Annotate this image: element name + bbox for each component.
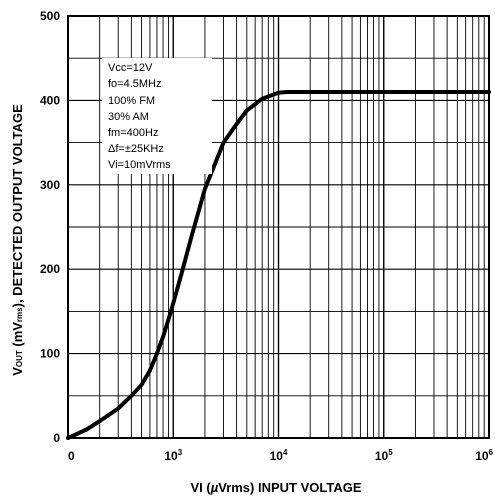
x-tick-label: 106 xyxy=(475,448,493,463)
y-tick-label: 200 xyxy=(40,262,60,276)
y-tick-label: 100 xyxy=(40,347,60,361)
x-axis-title-main: VI ( xyxy=(191,480,212,495)
y-axis-title-end: ), DETECTED OUTPUT VOLTAGE xyxy=(10,104,25,308)
plot-frame xyxy=(67,15,490,439)
annotation-background xyxy=(102,58,212,174)
annotation-fm-freq: fm=400Hz xyxy=(108,127,158,139)
x-tick-label-base: 10 xyxy=(270,449,284,463)
x-tick-label-base: 10 xyxy=(164,449,178,463)
x-tick-label-base: 10 xyxy=(475,449,489,463)
y-axis-title-sub-rms: rms xyxy=(15,307,24,322)
annotation-vcc: Vcc=12V xyxy=(108,62,153,74)
annotation-am-percent: 30% AM xyxy=(108,111,149,123)
x-tick-label-exponent: 5 xyxy=(388,448,393,457)
y-axis-title-sub-out: OUT xyxy=(15,350,24,367)
annotation-fm-percent: 100% FM xyxy=(108,95,155,107)
x-tick-label-exponent: 3 xyxy=(178,448,183,457)
y-tick-label: 400 xyxy=(40,93,60,107)
x-axis-title-mu: µ xyxy=(210,480,219,495)
x-tick-label: 103 xyxy=(164,448,182,463)
x-tick-label: 104 xyxy=(270,448,288,463)
y-tick-labels: 0 100 200 300 400 500 xyxy=(40,9,60,445)
y-tick-label: 300 xyxy=(40,178,60,192)
x-tick-label-base: 0 xyxy=(68,449,75,463)
y-axis-title-mid: (mV xyxy=(10,322,25,351)
y-axis-title-v: V xyxy=(10,367,25,376)
x-tick-label-exponent: 4 xyxy=(283,448,288,457)
annotation-deviation: Δf=±25KHz xyxy=(108,143,164,155)
x-axis-title: VI (µVrms) INPUT VOLTAGE xyxy=(191,480,362,495)
x-tick-label: 105 xyxy=(375,448,393,463)
y-axis-title: VOUT (mVrms), DETECTED OUTPUT VOLTAGE xyxy=(10,104,25,376)
y-tick-label: 500 xyxy=(40,9,60,23)
annotation-vi: Vi=10mVrms xyxy=(108,159,171,171)
x-tick-label-base: 10 xyxy=(375,449,389,463)
annotation-fo: fo=4.5MHz xyxy=(108,78,162,90)
x-axis-title-rest: Vrms) INPUT VOLTAGE xyxy=(218,480,362,495)
x-tick-label: 0 xyxy=(68,449,75,463)
x-tick-label-exponent: 6 xyxy=(489,448,494,457)
x-tick-labels: 0 103 104 105 106 xyxy=(68,448,494,463)
y-tick-label: 0 xyxy=(53,431,60,445)
series-line xyxy=(66,90,491,440)
annotation-box: Vcc=12V fo=4.5MHz 100% FM 30% AM fm=400H… xyxy=(102,58,212,174)
